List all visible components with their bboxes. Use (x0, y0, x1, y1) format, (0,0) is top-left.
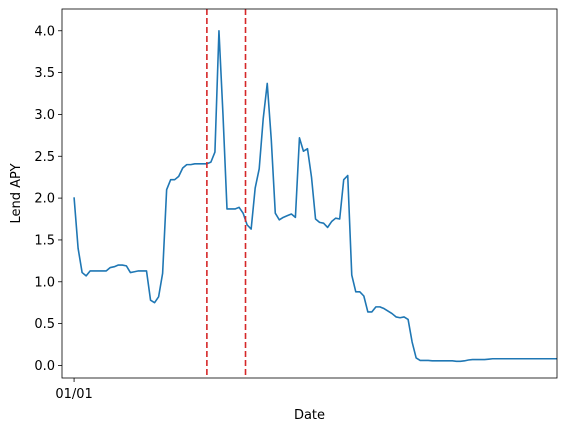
series-line-0 (73, 29, 557, 363)
y-tick-label: 1.5 (34, 233, 55, 248)
y-tick-label: 0.5 (34, 317, 55, 332)
x-tick-label: 01/01 (55, 387, 92, 402)
y-tick-label: 3.0 (34, 108, 55, 123)
plot-content (73, 9, 557, 378)
y-tick-label: 3.5 (34, 66, 55, 81)
y-tick-label: 2.0 (34, 192, 55, 207)
x-axis: 01/01 (55, 378, 93, 402)
y-axis-label: Lend APY (9, 163, 24, 223)
y-tick-label: 2.5 (34, 150, 55, 165)
x-axis-label: Date (294, 408, 325, 423)
y-tick-label: 0.0 (34, 359, 55, 374)
y-tick-label: 4.0 (34, 24, 55, 39)
plot-frame (61, 8, 558, 379)
y-tick-label: 1.0 (34, 275, 55, 290)
y-axis: 0.0 0.5 1.0 1.5 2.0 2.5 3.0 3.5 4.0 (34, 24, 62, 374)
